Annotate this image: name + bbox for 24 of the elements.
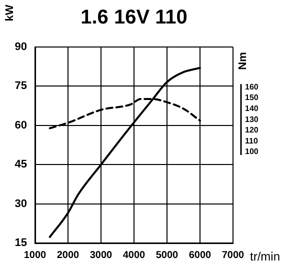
x-tick-label: 2000 [56, 250, 80, 261]
x-tick-label: 3000 [90, 250, 113, 261]
y-tick-label: 60 [14, 119, 27, 132]
y-tick-label: 90 [14, 41, 27, 54]
y2-tick-label: 120 [245, 126, 259, 135]
y2-tick-label: 110 [245, 136, 258, 146]
y2-tick-label: 100 [245, 147, 259, 156]
y-axis-title: kW [4, 4, 16, 22]
x-tick-label: 6000 [188, 250, 212, 261]
y-tick-label: 30 [14, 198, 27, 210]
x-axis-title: tr/min [250, 249, 280, 264]
x-tick-label: 5000 [156, 250, 179, 261]
x-tick-label: 4000 [122, 250, 146, 261]
y2-tick-label: 150 [245, 93, 259, 102]
y2-tick-label: 130 [245, 114, 259, 124]
y-tick-label: 15 [14, 237, 27, 250]
y2-tick-label: 160 [245, 82, 259, 92]
x-tick-label: 1000 [24, 250, 47, 261]
x-tick-label: 7000 [222, 250, 245, 261]
y-tick-label: 45 [14, 158, 27, 171]
y-tick-label: 75 [14, 80, 27, 92]
y2-axis-title: Nm [237, 52, 250, 70]
y2-tick-label: 140 [245, 104, 259, 113]
chart-title: 1.6 16V 110 [80, 6, 188, 29]
